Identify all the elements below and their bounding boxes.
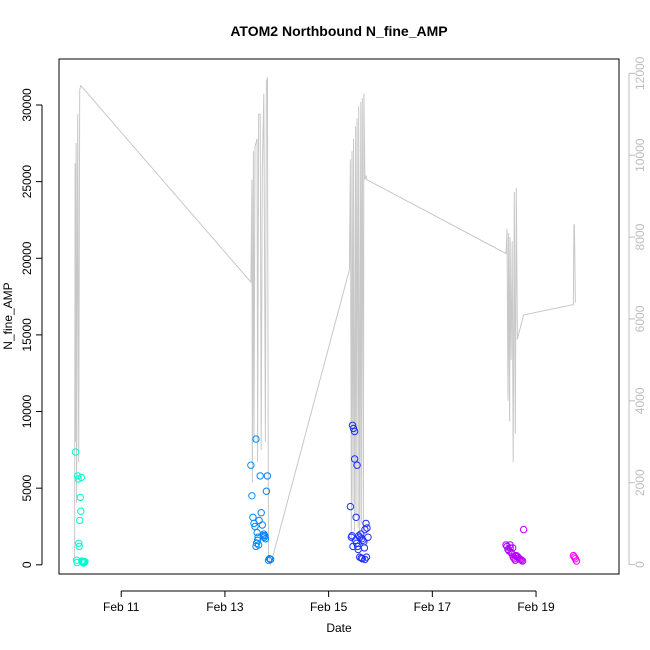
chart-title: ATOM2 Northbound N_fine_AMP (230, 23, 447, 39)
data-point (77, 473, 86, 482)
data-point (74, 472, 82, 480)
data-point (350, 427, 359, 436)
right-axis-line-series (74, 77, 576, 567)
x-tick-label: Feb 15 (310, 600, 348, 614)
data-point (572, 557, 581, 565)
data-point (256, 472, 264, 480)
y2-tick-label: 8000 (633, 223, 647, 250)
data-point (362, 519, 370, 528)
x-tick-label: Feb 19 (517, 600, 555, 614)
x-axis-label: Date (326, 621, 352, 635)
data-point (352, 513, 360, 521)
data-point (266, 555, 275, 564)
data-point (76, 516, 84, 525)
y2-tick-label: 10000 (633, 138, 647, 172)
plot-frame (58, 58, 620, 575)
data-point (518, 557, 527, 565)
data-point (75, 542, 83, 551)
data-point (519, 525, 528, 534)
data-point (262, 487, 271, 495)
x-tick-label: Feb 17 (414, 600, 452, 614)
y-tick-label: 5000 (20, 474, 34, 501)
data-point (349, 424, 358, 433)
y-tick-label: 0 (20, 561, 34, 568)
y-axis-label: N_fine_AMP (1, 282, 15, 349)
y2-tick-label: 4000 (633, 387, 647, 414)
data-point (360, 544, 369, 552)
data-point (257, 509, 265, 517)
data-point (361, 525, 369, 534)
y-tick-label: 25000 (20, 165, 34, 199)
data-point (263, 472, 272, 480)
data-point (249, 513, 257, 521)
data-point (364, 533, 372, 541)
data-point (77, 507, 85, 515)
data-point (570, 553, 579, 561)
y2-tick-label: 2000 (633, 469, 647, 496)
data-point (361, 555, 369, 564)
data-point (350, 455, 359, 463)
data-point (253, 528, 261, 537)
data-point (71, 448, 80, 456)
y-tick-label: 30000 (20, 88, 34, 122)
y-tick-label: 15000 (20, 318, 34, 352)
series-line (74, 77, 576, 567)
data-point (258, 521, 266, 529)
data-point (261, 535, 270, 543)
data-point (362, 553, 371, 561)
data-point (252, 539, 261, 547)
y2-tick-label: 6000 (633, 305, 647, 332)
data-point (265, 555, 274, 563)
data-point (252, 435, 260, 443)
y2-tick-label: 0 (633, 561, 647, 568)
data-point (363, 524, 371, 532)
data-point (255, 516, 263, 525)
data-point (511, 551, 519, 560)
data-point (353, 461, 361, 469)
left-axis-point-series (71, 421, 581, 567)
data-point (348, 532, 356, 540)
data-point (357, 554, 365, 562)
data-point (248, 492, 256, 500)
data-point (261, 532, 269, 540)
y-tick-label: 10000 (20, 395, 34, 429)
x-tick-label: Feb 11 (103, 600, 140, 614)
data-point (509, 544, 517, 552)
data-point (254, 541, 263, 549)
y2-tick-label: 12000 (633, 56, 647, 90)
data-point (75, 539, 83, 547)
data-point (516, 555, 525, 564)
data-point (260, 530, 268, 538)
x-tick-label: Feb 13 (206, 600, 244, 614)
data-point (346, 502, 355, 511)
data-point (247, 461, 255, 469)
data-point (81, 558, 89, 566)
data-point (517, 556, 526, 564)
axes: Feb 11 Feb 13 Feb 15 Feb 17 Feb 19 0 5000 10000… (20, 56, 647, 613)
data-point (76, 493, 85, 502)
y-tick-label: 20000 (20, 241, 34, 275)
data-point (354, 542, 362, 551)
